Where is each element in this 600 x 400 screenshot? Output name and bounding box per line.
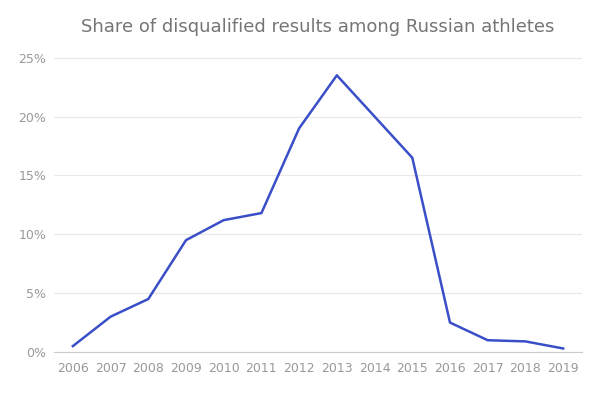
- Title: Share of disqualified results among Russian athletes: Share of disqualified results among Russ…: [82, 18, 554, 36]
